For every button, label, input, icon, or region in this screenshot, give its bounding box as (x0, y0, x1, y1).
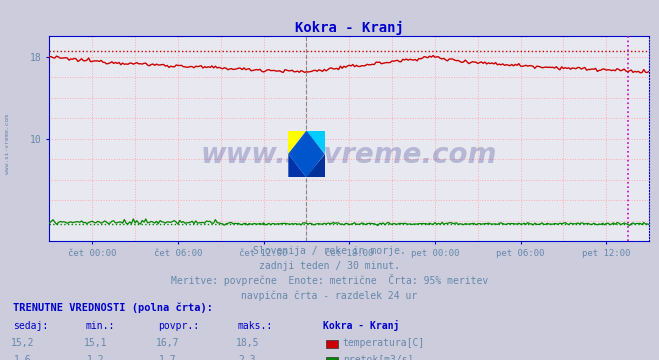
Text: maks.:: maks.: (237, 321, 272, 331)
Text: pretok[m3/s]: pretok[m3/s] (343, 355, 413, 360)
Text: 1,6: 1,6 (14, 355, 32, 360)
Text: Meritve: povprečne  Enote: metrične  Črta: 95% meritev: Meritve: povprečne Enote: metrične Črta:… (171, 274, 488, 286)
Text: 15,2: 15,2 (11, 338, 35, 348)
Polygon shape (289, 131, 306, 154)
Polygon shape (306, 154, 325, 177)
Text: 15,1: 15,1 (84, 338, 107, 348)
Text: temperatura[C]: temperatura[C] (343, 338, 425, 348)
Text: povpr.:: povpr.: (158, 321, 199, 331)
Polygon shape (289, 154, 306, 177)
Text: 16,7: 16,7 (156, 338, 180, 348)
Text: sedaj:: sedaj: (13, 321, 48, 331)
Text: min.:: min.: (86, 321, 115, 331)
Text: 1,2: 1,2 (87, 355, 104, 360)
Text: 2,3: 2,3 (239, 355, 256, 360)
Text: www.si-vreme.com: www.si-vreme.com (201, 141, 498, 169)
Text: 1,7: 1,7 (159, 355, 177, 360)
Text: www.si-vreme.com: www.si-vreme.com (5, 114, 11, 174)
Title: Kokra - Kranj: Kokra - Kranj (295, 21, 404, 35)
Text: TRENUTNE VREDNOSTI (polna črta):: TRENUTNE VREDNOSTI (polna črta): (13, 303, 213, 314)
Text: Kokra - Kranj: Kokra - Kranj (323, 320, 399, 331)
Polygon shape (289, 131, 325, 177)
Polygon shape (306, 131, 325, 154)
Text: 18,5: 18,5 (235, 338, 259, 348)
Text: zadnji teden / 30 minut.: zadnji teden / 30 minut. (259, 261, 400, 271)
Text: navpična črta - razdelek 24 ur: navpična črta - razdelek 24 ur (241, 291, 418, 301)
Text: Slovenija / reke in morje.: Slovenija / reke in morje. (253, 246, 406, 256)
